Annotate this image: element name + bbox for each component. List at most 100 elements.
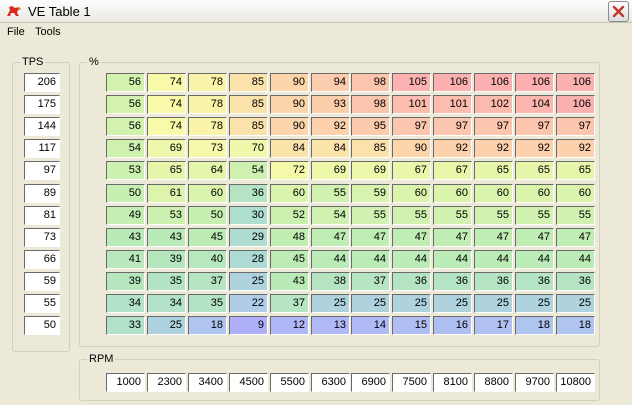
ve-cell[interactable]: 106 <box>556 73 595 92</box>
ve-cell[interactable]: 34 <box>106 294 145 313</box>
ve-cell[interactable]: 106 <box>474 73 513 92</box>
ve-cell[interactable]: 36 <box>433 272 472 291</box>
ve-cell[interactable]: 34 <box>147 294 186 313</box>
ve-cell[interactable]: 13 <box>311 316 350 335</box>
rpm-input[interactable]: 7500 <box>392 373 431 392</box>
ve-cell[interactable]: 69 <box>147 139 186 158</box>
ve-cell[interactable]: 15 <box>392 316 431 335</box>
ve-cell[interactable]: 44 <box>474 250 513 269</box>
ve-cell[interactable]: 41 <box>106 250 145 269</box>
ve-cell[interactable]: 39 <box>106 272 145 291</box>
ve-cell[interactable]: 97 <box>392 117 431 136</box>
ve-cell[interactable]: 93 <box>311 95 350 114</box>
ve-cell[interactable]: 78 <box>188 73 227 92</box>
ve-cell[interactable]: 67 <box>433 161 472 180</box>
ve-cell[interactable]: 54 <box>229 161 268 180</box>
ve-cell[interactable]: 47 <box>351 228 390 247</box>
menu-tools[interactable]: Tools <box>35 26 61 38</box>
ve-cell[interactable]: 84 <box>270 139 309 158</box>
ve-cell[interactable]: 18 <box>556 316 595 335</box>
ve-cell[interactable]: 43 <box>147 228 186 247</box>
tps-input[interactable]: 73 <box>24 228 60 247</box>
ve-cell[interactable]: 39 <box>147 250 186 269</box>
ve-cell[interactable]: 16 <box>433 316 472 335</box>
ve-cell[interactable]: 61 <box>147 184 186 203</box>
ve-cell[interactable]: 102 <box>474 95 513 114</box>
ve-cell[interactable]: 70 <box>229 139 268 158</box>
rpm-input[interactable]: 6900 <box>351 373 390 392</box>
ve-cell[interactable]: 73 <box>188 139 227 158</box>
ve-cell[interactable]: 74 <box>147 95 186 114</box>
ve-cell[interactable]: 50 <box>106 184 145 203</box>
ve-cell[interactable]: 92 <box>515 139 554 158</box>
ve-cell[interactable]: 37 <box>270 294 309 313</box>
ve-cell[interactable]: 25 <box>433 294 472 313</box>
ve-cell[interactable]: 60 <box>392 184 431 203</box>
ve-cell[interactable]: 95 <box>351 117 390 136</box>
ve-cell[interactable]: 43 <box>106 228 145 247</box>
tps-input[interactable]: 117 <box>24 139 60 158</box>
tps-input[interactable]: 144 <box>24 117 60 136</box>
ve-cell[interactable]: 97 <box>556 117 595 136</box>
tps-input[interactable]: 50 <box>24 316 60 335</box>
ve-cell[interactable]: 49 <box>106 206 145 225</box>
ve-cell[interactable]: 36 <box>556 272 595 291</box>
ve-cell[interactable]: 54 <box>106 139 145 158</box>
ve-cell[interactable]: 92 <box>474 139 513 158</box>
ve-cell[interactable]: 60 <box>433 184 472 203</box>
ve-cell[interactable]: 12 <box>270 316 309 335</box>
ve-cell[interactable]: 25 <box>311 294 350 313</box>
ve-cell[interactable]: 98 <box>351 95 390 114</box>
ve-cell[interactable]: 101 <box>392 95 431 114</box>
ve-cell[interactable]: 40 <box>188 250 227 269</box>
ve-cell[interactable]: 53 <box>106 161 145 180</box>
ve-cell[interactable]: 17 <box>474 316 513 335</box>
ve-cell[interactable]: 105 <box>392 73 431 92</box>
tps-input[interactable]: 175 <box>24 95 60 114</box>
ve-cell[interactable]: 64 <box>188 161 227 180</box>
ve-cell[interactable]: 98 <box>351 73 390 92</box>
ve-cell[interactable]: 85 <box>229 95 268 114</box>
ve-cell[interactable]: 9 <box>229 316 268 335</box>
ve-cell[interactable]: 38 <box>311 272 350 291</box>
ve-cell[interactable]: 55 <box>392 206 431 225</box>
ve-cell[interactable]: 47 <box>311 228 350 247</box>
tps-input[interactable]: 206 <box>24 73 60 92</box>
ve-cell[interactable]: 53 <box>147 206 186 225</box>
ve-cell[interactable]: 22 <box>229 294 268 313</box>
ve-cell[interactable]: 85 <box>351 139 390 158</box>
ve-cell[interactable]: 14 <box>351 316 390 335</box>
rpm-input[interactable]: 9700 <box>515 373 554 392</box>
rpm-input[interactable]: 4500 <box>229 373 268 392</box>
ve-cell[interactable]: 101 <box>433 95 472 114</box>
ve-cell[interactable]: 45 <box>188 228 227 247</box>
ve-cell[interactable]: 25 <box>515 294 554 313</box>
ve-cell[interactable]: 35 <box>188 294 227 313</box>
ve-cell[interactable]: 28 <box>229 250 268 269</box>
ve-cell[interactable]: 25 <box>474 294 513 313</box>
ve-cell[interactable]: 44 <box>351 250 390 269</box>
ve-cell[interactable]: 106 <box>433 73 472 92</box>
ve-cell[interactable]: 104 <box>515 95 554 114</box>
ve-cell[interactable]: 47 <box>474 228 513 247</box>
ve-cell[interactable]: 97 <box>515 117 554 136</box>
ve-cell[interactable]: 55 <box>556 206 595 225</box>
tps-input[interactable]: 55 <box>24 294 60 313</box>
ve-cell[interactable]: 18 <box>515 316 554 335</box>
ve-cell[interactable]: 78 <box>188 117 227 136</box>
ve-cell[interactable]: 106 <box>556 95 595 114</box>
ve-cell[interactable]: 56 <box>106 117 145 136</box>
ve-cell[interactable]: 33 <box>106 316 145 335</box>
menu-file[interactable]: File <box>7 26 25 38</box>
tps-input[interactable]: 59 <box>24 272 60 291</box>
ve-cell[interactable]: 55 <box>311 184 350 203</box>
ve-cell[interactable]: 56 <box>106 95 145 114</box>
rpm-input[interactable]: 2300 <box>147 373 186 392</box>
ve-cell[interactable]: 106 <box>515 73 554 92</box>
ve-cell[interactable]: 92 <box>556 139 595 158</box>
ve-cell[interactable]: 52 <box>270 206 309 225</box>
ve-cell[interactable]: 92 <box>433 139 472 158</box>
ve-cell[interactable]: 36 <box>474 272 513 291</box>
ve-cell[interactable]: 60 <box>556 184 595 203</box>
ve-cell[interactable]: 74 <box>147 73 186 92</box>
